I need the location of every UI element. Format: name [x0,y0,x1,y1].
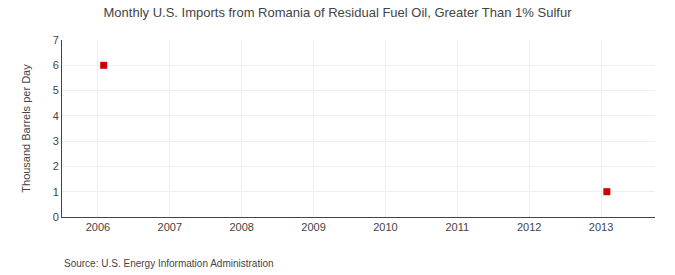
svg-text:2012: 2012 [517,221,541,233]
svg-text:Source: U.S. Energy Informatio: Source: U.S. Energy Information Administ… [64,258,274,269]
svg-text:6: 6 [53,59,59,71]
svg-text:2011: 2011 [446,221,470,233]
svg-text:Thousand Barrels per Day: Thousand Barrels per Day [20,64,32,193]
svg-text:2006: 2006 [86,221,110,233]
svg-text:2008: 2008 [229,221,253,233]
svg-text:0: 0 [53,211,59,223]
svg-text:1: 1 [53,186,59,198]
svg-text:2007: 2007 [158,221,182,233]
svg-text:Monthly U.S. Imports from Roma: Monthly U.S. Imports from Romania of Res… [104,5,573,20]
svg-text:2009: 2009 [301,221,325,233]
svg-text:2: 2 [53,160,59,172]
svg-text:2013: 2013 [589,221,613,233]
svg-text:3: 3 [53,135,59,147]
svg-text:5: 5 [53,84,59,96]
svg-text:7: 7 [53,34,59,46]
svg-text:4: 4 [53,110,59,122]
svg-text:2010: 2010 [373,221,397,233]
